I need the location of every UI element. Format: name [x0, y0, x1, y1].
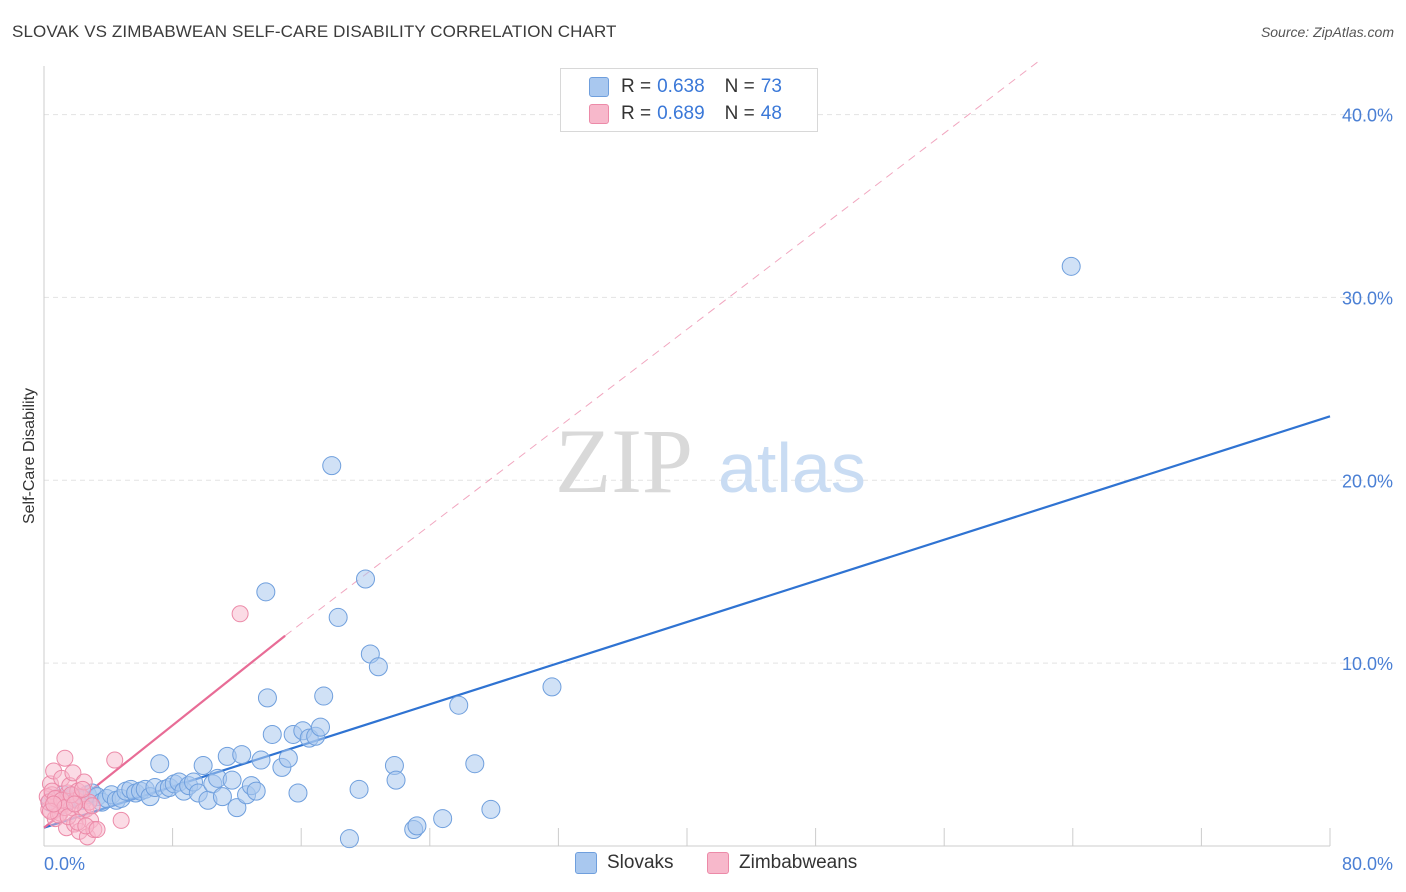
slovaks-point	[310, 717, 330, 737]
zimbabweans-legend-label: Zimbabweans	[739, 852, 858, 873]
zimbabweans-point	[231, 605, 249, 623]
legend-r-value: 0.689	[657, 103, 705, 124]
slovaks-point	[222, 770, 242, 790]
slovaks-point	[256, 582, 276, 602]
zimbabweans-swatch	[707, 852, 729, 874]
slovaks-point	[449, 695, 469, 715]
zimbabweans-trend-extension	[284, 59, 1041, 637]
slovaks-point	[349, 779, 369, 799]
series-legend-slovaks: Slovaks	[575, 852, 674, 874]
correlation-legend: R = 0.638 N = 73 R = 0.689 N = 48	[560, 68, 818, 132]
slovaks-point	[368, 657, 388, 677]
slovaks-point	[386, 770, 406, 790]
source-credit: Source: ZipAtlas.com	[1260, 24, 1394, 40]
watermark: ZIP atlas	[555, 410, 866, 512]
slovaks-point	[150, 754, 170, 774]
legend-r-label: R =	[621, 103, 652, 124]
legend-swatch-pink	[589, 104, 609, 124]
slovaks-swatch	[575, 852, 597, 874]
slovaks-point	[246, 781, 266, 801]
legend-n-value: 73	[760, 76, 782, 97]
legend-r-value: 0.638	[657, 76, 705, 97]
legend-r-label: R =	[621, 76, 652, 97]
slovaks-point	[542, 677, 562, 697]
slovaks-point	[257, 688, 277, 708]
zimbabweans-point	[83, 797, 101, 815]
x-tick-label-min: 0.0%	[44, 854, 85, 874]
zimbabweans-point	[88, 821, 106, 839]
zimbabweans-point	[106, 751, 124, 769]
axes	[43, 66, 1331, 847]
slovaks-point	[465, 754, 485, 774]
series-legend-zimbabweans: Zimbabweans	[707, 852, 857, 874]
data-points	[38, 256, 1081, 849]
slovaks-point	[328, 607, 348, 627]
legend-row-zimbabweans: R = 0.689 N = 48	[589, 102, 782, 126]
y-tick-label: 40.0%	[1342, 106, 1393, 126]
y-axis-label: Self-Care Disability	[21, 388, 38, 524]
y-tick-label: 30.0%	[1342, 288, 1393, 308]
legend-n-label: N =	[724, 103, 755, 124]
legend-row-slovaks: R = 0.638 N = 73	[589, 75, 782, 99]
slovaks-point	[339, 829, 359, 849]
zimbabweans-point	[45, 795, 63, 813]
slovaks-point	[212, 787, 232, 807]
slovaks-point	[288, 783, 308, 803]
gridlines	[44, 114, 1370, 664]
slovaks-point	[481, 799, 501, 819]
slovaks-point	[278, 748, 298, 768]
slovaks-point	[232, 745, 252, 765]
zimbabweans-point	[66, 795, 84, 813]
slovaks-legend-label: Slovaks	[607, 852, 674, 873]
slovaks-point	[193, 756, 213, 776]
slovaks-point	[1061, 256, 1081, 276]
slovaks-point	[407, 816, 427, 836]
legend-swatch-blue	[589, 77, 609, 97]
slovaks-point	[227, 798, 247, 818]
chart-title: SLOVAK VS ZIMBABWEAN SELF-CARE DISABILIT…	[12, 22, 617, 41]
slovaks-point	[262, 724, 282, 744]
zimbabweans-point	[112, 811, 130, 829]
legend-n-value: 48	[760, 103, 782, 124]
slovaks-point	[314, 686, 334, 706]
slovaks-point	[433, 809, 453, 829]
x-tick-label-max: 80.0%	[1342, 854, 1393, 874]
y-tick-label: 20.0%	[1342, 471, 1393, 491]
watermark-zip: ZIP	[555, 410, 693, 512]
y-tick-label: 10.0%	[1342, 654, 1393, 674]
tick-labels: 10.0% 20.0% 30.0% 40.0% 0.0% 80.0%	[44, 106, 1393, 874]
zimbabweans-point	[74, 780, 92, 798]
slovaks-point	[356, 569, 375, 589]
zimbabweans-point	[64, 764, 82, 782]
slovaks-point	[322, 456, 342, 476]
zimbabweans-point	[56, 749, 74, 767]
watermark-atlas: atlas	[718, 429, 866, 507]
slovaks-point	[251, 750, 271, 770]
legend-n-label: N =	[724, 76, 755, 97]
